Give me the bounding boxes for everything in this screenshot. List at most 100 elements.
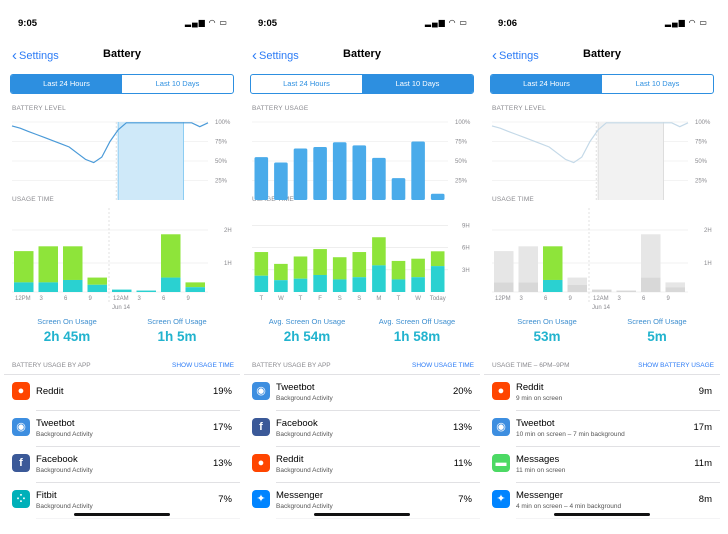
screen-off-bar <box>274 280 288 292</box>
app-detail: 10 min on screen – 7 min background <box>516 431 625 438</box>
screen-on-bar <box>494 251 514 283</box>
tick-label: S <box>357 296 361 302</box>
app-usage-row[interactable]: ▬ Messages 11 min on screen 11m <box>484 446 720 482</box>
list-header-title: BATTERY USAGE BY APP <box>252 362 331 369</box>
tick-label: W <box>415 296 421 302</box>
battery-level-chart[interactable]: 100% 75% 50% 25% <box>490 112 714 204</box>
tab-last-10-days[interactable]: Last 10 Days <box>635 79 680 88</box>
usage-time-chart[interactable]: 12PM 3 6 9 12AM 3 6 9 Jun 14 2H 1H <box>10 204 234 309</box>
tick-label: 2H <box>704 228 712 234</box>
screen-off-bar <box>63 279 83 292</box>
tweetbot-icon: ◉ <box>252 382 270 400</box>
tick-label: 9 <box>569 296 573 302</box>
messenger-icon: ✦ <box>492 490 510 508</box>
battery-usage-bar <box>372 157 386 200</box>
tick-label: 1H <box>704 261 712 267</box>
back-button[interactable]: ‹ Settings <box>252 46 299 64</box>
usage-time-chart[interactable]: 12PM 3 6 9 12AM 3 6 9 Jun 14 2H 1H <box>490 204 714 309</box>
back-button[interactable]: ‹ Settings <box>12 46 59 64</box>
screen-on-bar <box>641 234 661 278</box>
app-name: Messages <box>516 454 560 465</box>
screen-off-usage: Screen Off Usage 1h 5m <box>122 317 232 344</box>
app-usage-row[interactable]: ◉ Tweetbot Background Activity 17% <box>4 410 240 446</box>
divider <box>36 482 240 483</box>
app-detail: Background Activity <box>36 503 93 510</box>
app-usage-row[interactable]: ● Reddit 19% <box>4 374 240 410</box>
battery-usage-chart[interactable]: 100% 75% 50% 25% <box>250 112 474 204</box>
toggle-usage-button[interactable]: SHOW USAGE TIME <box>172 362 234 369</box>
top-chart-label: BATTERY LEVEL <box>12 105 66 112</box>
app-usage-value: 11% <box>453 458 472 469</box>
screen-off-usage: Avg. Screen Off Usage 1h 58m <box>362 317 472 344</box>
reddit-icon: ● <box>252 454 270 472</box>
app-detail: Background Activity <box>36 431 93 438</box>
battery-level-line <box>491 122 689 164</box>
stat-label: Avg. Screen On Usage <box>268 317 346 326</box>
screen-off-bar <box>254 275 269 292</box>
tab-last-10-days[interactable]: Last 10 Days <box>362 75 473 93</box>
tick-label: Today <box>430 296 446 302</box>
app-usage-row[interactable]: ◉ Tweetbot 10 min on screen – 7 min backgr… <box>484 410 720 446</box>
time-range-segmented-control: Last 24 Hours Last 10 Days <box>490 74 714 94</box>
app-usage-row[interactable]: ✦ Messenger Background Activity 7% <box>244 482 480 518</box>
nav-bar: Battery ‹ Settings <box>4 44 240 64</box>
divider <box>36 410 240 411</box>
divider <box>516 446 720 447</box>
list-header-title: BATTERY USAGE BY APP <box>12 362 91 369</box>
app-detail: Background Activity <box>276 467 333 474</box>
usage-time-label: USAGE TIME <box>12 196 54 203</box>
tab-last-10-days[interactable]: Last 10 Days <box>155 79 200 88</box>
app-usage-row[interactable]: f Facebook Background Activity 13% <box>4 446 240 482</box>
tick-label: T <box>259 296 263 302</box>
battery-level-chart[interactable]: 100% 75% 50% 25% <box>10 112 234 204</box>
tab-last-24-hours[interactable]: Last 24 Hours <box>491 75 602 93</box>
date-label: Jun 14 <box>592 305 611 309</box>
app-usage-row[interactable]: ◉ Tweetbot Background Activity 20% <box>244 374 480 410</box>
screen-off-usage: Screen Off Usage 5m <box>602 317 712 344</box>
chevron-left-icon: ‹ <box>12 47 17 64</box>
tick-label: 12PM <box>495 296 511 302</box>
screen-off-bar <box>332 279 347 292</box>
back-button[interactable]: ‹ Settings <box>492 46 539 64</box>
list-header: USAGE TIME – 6PM–9PM SHOW BATTERY USAGE <box>492 362 714 372</box>
divider <box>484 374 720 375</box>
stat-label: Screen On Usage <box>517 317 577 326</box>
app-detail: Background Activity <box>36 467 93 474</box>
battery-level-line <box>11 122 209 164</box>
app-usage-value: 20% <box>452 386 472 397</box>
tick-label: 50% <box>695 159 708 165</box>
app-usage-value: 11m <box>694 458 712 469</box>
status-time: 9:05 <box>258 18 278 29</box>
facebook-icon: f <box>12 454 30 472</box>
app-usage-row[interactable]: ⁘ Fitbit Background Activity 7% <box>4 482 240 518</box>
stat-value: 1h 58m <box>393 329 441 344</box>
usage-time-chart[interactable]: T W T F S S M T W Today 9H 6H 3H <box>250 204 474 309</box>
toggle-usage-button[interactable]: SHOW USAGE TIME <box>412 362 474 369</box>
toggle-usage-button[interactable]: SHOW BATTERY USAGE <box>638 362 714 369</box>
app-usage-row[interactable]: f Facebook Background Activity 13% <box>244 410 480 446</box>
screen-off-bar <box>293 278 308 292</box>
app-usage-row[interactable]: ● Reddit Background Activity 11% <box>244 446 480 482</box>
tick-label: 50% <box>215 159 228 165</box>
reddit-icon: ● <box>12 382 30 400</box>
reddit-icon: ● <box>492 382 510 400</box>
app-usage-row[interactable]: ✦ Messenger 4 min on screen – 4 min backgr… <box>484 482 720 518</box>
status-bar: 9:06 ▂▄▆ ◠ ▭ <box>492 18 712 32</box>
app-usage-row[interactable]: ● Reddit 9 min on screen 9m <box>484 374 720 410</box>
tick-label: 25% <box>215 179 228 185</box>
screen-off-bar <box>411 277 425 292</box>
battery-usage-bar <box>352 145 367 200</box>
screen-off-bar <box>352 277 367 292</box>
tick-label: 75% <box>215 140 228 146</box>
chevron-left-icon: ‹ <box>492 47 497 64</box>
divider <box>276 410 480 411</box>
screen-on-bar <box>293 256 308 279</box>
tick-label: 100% <box>695 120 711 126</box>
tick-label: 75% <box>695 140 708 146</box>
facebook-icon: f <box>252 418 270 436</box>
tick-label: 2H <box>224 228 232 234</box>
tab-last-24-hours[interactable]: Last 24 Hours <box>11 75 122 93</box>
tab-last-24-hours[interactable]: Last 24 Hours <box>283 79 330 88</box>
tick-label: 1H <box>224 261 232 267</box>
battery-usage-bar <box>313 146 327 200</box>
